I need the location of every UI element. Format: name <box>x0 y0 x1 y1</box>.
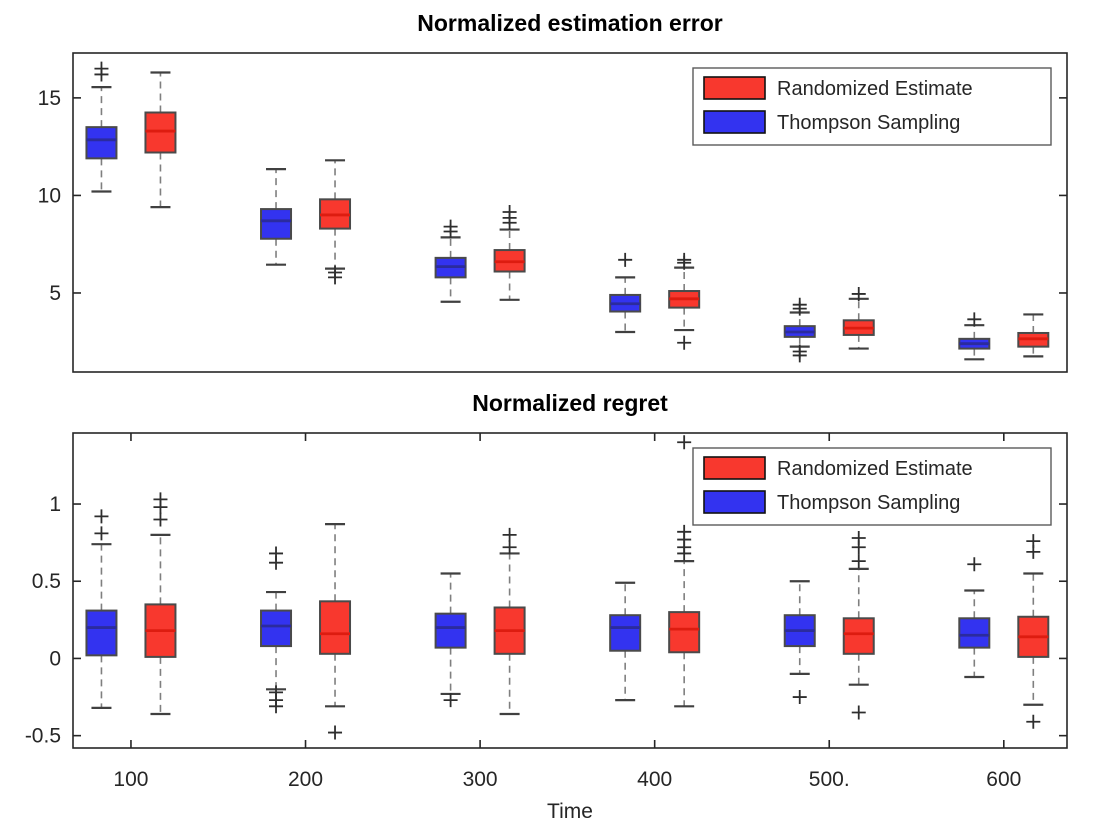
outlier-plus-marker <box>502 215 517 230</box>
outlier-plus-marker <box>502 527 517 542</box>
legend-label: Randomized Estimate <box>777 458 973 480</box>
outlier-plus-marker <box>269 699 284 714</box>
legend-label: Randomized Estimate <box>777 78 973 100</box>
outlier-plus-marker <box>153 500 168 515</box>
outlier-plus-marker <box>677 435 692 450</box>
legend-swatch-blue <box>703 490 766 514</box>
iqr-box <box>609 614 642 652</box>
outlier-plus-marker <box>851 540 866 555</box>
iqr-box <box>144 111 177 154</box>
y-tick-label: 10 <box>38 184 61 207</box>
box-blue-200 <box>260 546 293 714</box>
outlier-plus-marker <box>328 725 343 740</box>
legend-swatch-red <box>703 456 766 480</box>
iqr-box <box>319 600 352 655</box>
outlier-plus-marker <box>1026 714 1041 729</box>
legend-swatch-blue <box>703 110 766 134</box>
box-red-400 <box>668 435 701 708</box>
box-blue-600 <box>958 557 991 679</box>
box-blue-100 <box>85 61 118 193</box>
legend-label: Thompson Sampling <box>777 492 960 514</box>
y-tick-label: 1 <box>49 493 61 516</box>
iqr-box <box>260 609 293 648</box>
outlier-plus-marker <box>967 312 982 327</box>
outlier-plus-marker <box>94 526 109 541</box>
subplot-title: Normalized regret <box>472 390 668 416</box>
y-tick-label: -0.5 <box>25 725 61 748</box>
x-tick-label: 600 <box>986 768 1021 791</box>
box-blue-400 <box>609 581 642 702</box>
outlier-plus-marker <box>94 509 109 524</box>
box-red-300 <box>493 205 526 301</box>
x-tick-label: 500. <box>809 768 850 791</box>
outlier-plus-marker <box>443 224 458 239</box>
iqr-box <box>958 617 991 649</box>
iqr-box <box>85 126 118 160</box>
x-tick-label: 300 <box>463 768 498 791</box>
subplot-title: Normalized estimation error <box>417 10 723 36</box>
x-tick-label: 400 <box>637 768 672 791</box>
box-red-100 <box>144 71 177 209</box>
box-blue-300 <box>434 572 467 708</box>
outlier-plus-marker <box>94 67 109 82</box>
axes-box <box>72 432 1068 749</box>
box-red-400 <box>668 252 701 350</box>
outlier-plus-marker <box>328 270 343 285</box>
outlier-plus-marker <box>851 554 866 569</box>
y-tick-label: 15 <box>38 87 61 110</box>
outlier-plus-marker <box>443 693 458 708</box>
subplot-1: Normalized estimation error 5 10 15 Randomiz… <box>38 10 1068 373</box>
outlier-plus-marker <box>851 705 866 720</box>
box-red-600 <box>1017 313 1050 358</box>
box-blue-300 <box>434 219 467 303</box>
x-axis-label: Time <box>547 800 593 823</box>
iqr-box <box>85 609 118 657</box>
y-tick-label: 0.5 <box>32 570 61 593</box>
outlier-plus-marker <box>792 301 807 316</box>
box-red-500 <box>842 531 875 720</box>
x-tick-label: 200 <box>288 768 323 791</box>
legend: Randomized Estimate Thompson Sampling <box>692 67 1052 146</box>
box-red-600 <box>1017 534 1050 729</box>
box-blue-600 <box>958 312 991 361</box>
box-red-500 <box>842 286 875 350</box>
x-tick-label: 100 <box>113 768 148 791</box>
outlier-plus-marker <box>967 557 982 572</box>
outlier-plus-marker <box>851 286 866 301</box>
axes-box <box>72 52 1068 373</box>
box-blue-400 <box>609 252 642 334</box>
y-tick-label: 0 <box>49 647 61 670</box>
subplot-2: Normalized regret -0.5 0 0.5 1 100 200 300 400 50… <box>25 390 1068 823</box>
outlier-plus-marker <box>1026 544 1041 559</box>
legend-swatch-red <box>703 76 766 100</box>
outlier-plus-marker <box>153 512 168 527</box>
outlier-plus-marker <box>677 255 692 270</box>
box-red-200 <box>319 523 352 740</box>
box-blue-500 <box>783 297 816 363</box>
box-blue-500 <box>783 580 816 705</box>
outlier-plus-marker <box>269 555 284 570</box>
iqr-box <box>434 612 467 649</box>
legend: Randomized Estimate Thompson Sampling <box>692 447 1052 526</box>
y-tick-label: 5 <box>49 282 61 305</box>
outlier-plus-marker <box>677 335 692 350</box>
box-red-300 <box>493 527 526 716</box>
outlier-plus-marker <box>502 540 517 555</box>
box-red-100 <box>144 492 177 716</box>
outlier-plus-marker <box>618 252 633 267</box>
outlier-plus-marker <box>792 348 807 363</box>
box-blue-100 <box>85 509 118 709</box>
outlier-plus-marker <box>677 546 692 561</box>
iqr-box <box>842 617 875 655</box>
legend-label: Thompson Sampling <box>777 112 960 134</box>
box-blue-200 <box>260 167 293 266</box>
box-red-200 <box>319 159 352 285</box>
iqr-box <box>260 208 293 240</box>
outlier-plus-marker <box>792 690 807 705</box>
iqr-box <box>668 611 701 654</box>
